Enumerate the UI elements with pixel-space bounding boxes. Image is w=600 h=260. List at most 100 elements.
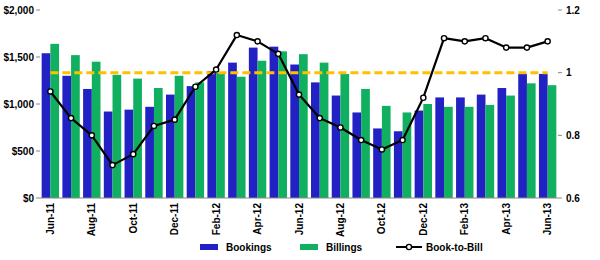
lines [48,32,550,167]
bar [506,96,515,198]
marker [151,123,156,128]
legend-swatch [300,244,318,250]
bar [249,48,258,198]
y2-tick [558,72,562,73]
x-tick-label: Feb-13 [459,203,470,236]
y2-tick-label: 0.8 [566,130,580,141]
chart: $0 $500 $1,000 $1,500 $2,000 0.6 0.8 1 1.2 Jun-11… [0,0,600,260]
x-tick-label: Oct-11 [128,203,139,234]
bar [415,111,424,198]
bar [497,88,506,198]
x-tick-label: Apr-13 [501,203,512,235]
marker [276,51,281,56]
legend-label: Billings [326,242,363,253]
y-tick [36,151,40,152]
x-tick-label: Oct-12 [376,203,387,235]
x-tick-label: Aug-11 [86,203,97,237]
bar [154,88,163,198]
y-axis [40,10,41,198]
bar [477,95,486,198]
bar [311,82,320,198]
bar [435,97,444,198]
bar [92,62,101,198]
legend: Bookings Billings Book-to-Bill [200,242,483,253]
legend-label: Book-to-Bill [426,242,483,253]
bar [444,107,453,198]
y-tick [36,10,40,11]
bar [216,73,225,198]
y-tick-label: $1,500 [3,52,34,63]
bar [175,76,184,198]
y-tick [36,57,40,58]
marker [193,84,198,89]
bar [133,79,142,198]
bar [456,97,465,198]
line [50,35,547,165]
marker [545,39,550,44]
x-tick-label: Dec-12 [418,203,429,236]
x-tick-label: Jun-12 [294,203,305,236]
bar [465,107,474,198]
marker [483,36,488,41]
marker [214,67,219,72]
x-tick-label: Jun-13 [542,203,553,236]
y2-tick-label: 1 [566,67,572,78]
y2-tick [558,198,562,199]
reference-line [50,71,547,74]
bar [237,77,246,198]
bar [207,71,216,198]
y-tick-label: $1,000 [3,99,34,110]
y2-tick [558,10,562,11]
legend-marker [406,244,411,249]
y2-tick [558,135,562,136]
y-tick-label: $0 [23,193,35,204]
bar [83,89,92,198]
bar [539,74,548,198]
bar [50,44,59,198]
x-tick-label: Dec-11 [169,203,180,236]
x-tick-label: Feb-12 [211,203,222,236]
bar [71,55,80,198]
marker [172,117,177,122]
bar [187,86,196,198]
marker [255,39,260,44]
marker [131,152,136,157]
bar [258,61,267,198]
legend-label: Bookings [226,242,272,253]
bar [195,82,204,198]
y2-tick-label: 1.2 [566,5,580,16]
y2-tick-label: 0.6 [566,193,580,204]
bar [332,96,341,198]
marker [317,116,322,121]
y-tick-label: $2,000 [3,5,34,16]
y-tick [36,104,40,105]
x-tick-label: Aug-12 [335,203,346,237]
bar [166,95,175,198]
bar [42,53,51,198]
marker [338,125,343,130]
bar [527,83,536,198]
marker [48,89,53,94]
marker [110,163,115,168]
marker [421,95,426,100]
bar [62,76,71,198]
x-axis [40,198,558,199]
bar [270,47,279,198]
bar [228,63,237,198]
x-tick-label: Apr-12 [252,203,263,235]
bar [113,75,122,198]
marker [504,45,509,50]
y-tick-label: $500 [12,146,35,157]
x-tick-label: Jun-11 [45,203,56,235]
plot-area [42,32,557,198]
marker [359,137,364,142]
bar [485,105,494,198]
bar [423,104,432,198]
marker [524,45,529,50]
bar [320,63,329,198]
bar [340,74,349,198]
y-tick [36,198,40,199]
marker [234,32,239,37]
marker [400,137,405,142]
marker [441,36,446,41]
